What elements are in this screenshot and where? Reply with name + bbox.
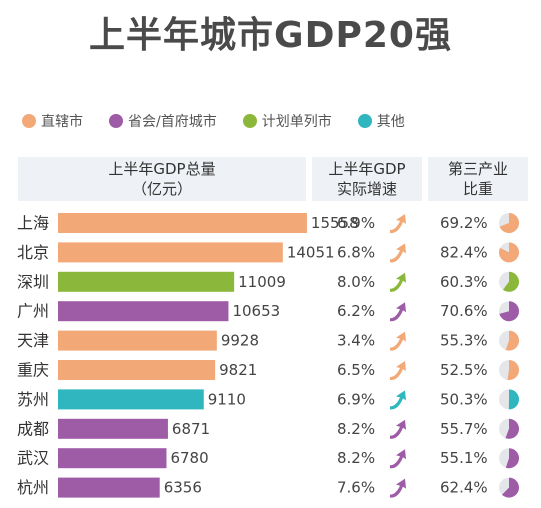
data-label: 10653 <box>232 302 280 320</box>
category-label: 杭州 <box>17 478 49 497</box>
growth-label: 6.9% <box>337 214 375 232</box>
tertiary-label: 55.7% <box>440 420 488 438</box>
growth-arrow-icon <box>390 214 406 234</box>
growth-label: 8.2% <box>337 449 375 467</box>
header-band-growth: 上半年GDP 实际增速 <box>312 157 422 201</box>
bar <box>58 389 204 410</box>
tertiary-label: 60.3% <box>440 273 488 291</box>
pie-slice <box>499 301 519 322</box>
tertiary-label: 62.4% <box>440 479 488 497</box>
tertiary-label: 69.2% <box>440 214 488 232</box>
legend-swatch <box>22 114 36 128</box>
pie-slice <box>505 448 520 469</box>
growth-arrow-icon <box>390 449 406 469</box>
growth-label: 6.2% <box>337 302 375 320</box>
category-label: 北京 <box>17 243 49 262</box>
tertiary-label: 50.3% <box>440 390 488 408</box>
tertiary-label: 52.5% <box>440 361 488 379</box>
growth-arrow-icon <box>390 390 406 410</box>
pie-slice <box>505 330 520 351</box>
legend-label: 计划单列市 <box>261 114 332 130</box>
legend-item-separately-planned: 计划单列市 <box>242 111 332 131</box>
category-label: 上海 <box>17 214 49 233</box>
category-label: 重庆 <box>17 361 49 380</box>
growth-label: 8.0% <box>337 273 375 291</box>
data-label: 6871 <box>172 420 210 438</box>
growth-arrow-icon <box>390 361 406 381</box>
pie-slice <box>499 242 519 263</box>
legend-swatch <box>109 114 123 128</box>
category-label: 深圳 <box>17 272 49 291</box>
bar <box>58 330 217 351</box>
growth-label: 8.2% <box>337 420 375 438</box>
growth-arrow-icon <box>390 302 406 322</box>
header-growth-line1: 上半年GDP <box>328 160 406 178</box>
category-label: 武汉 <box>17 449 49 468</box>
header-gdp-line2: （亿元） <box>131 180 192 198</box>
bar <box>58 360 216 380</box>
growth-arrow-icon <box>390 419 406 439</box>
legend-item-provincial-capital: 省会/首府城市 <box>109 111 217 131</box>
tertiary-label: 55.1% <box>440 449 488 467</box>
growth-arrow-icon <box>390 243 406 263</box>
legend-label: 直辖市 <box>41 114 83 130</box>
category-label: 天津 <box>17 331 49 350</box>
pie-slice <box>502 271 519 292</box>
bar <box>58 418 168 439</box>
growth-label: 7.6% <box>337 479 375 497</box>
data-label: 9821 <box>219 361 257 379</box>
data-label: 9110 <box>208 390 246 408</box>
pie-slice <box>507 360 519 380</box>
legend-label: 其他 <box>376 114 405 130</box>
legend-item-municipality: 直辖市 <box>22 111 83 131</box>
header-tertiary-line2: 比重 <box>462 180 493 198</box>
pie-slice <box>501 477 519 498</box>
growth-label: 3.4% <box>337 332 375 350</box>
growth-label: 6.5% <box>337 361 375 379</box>
header-band-tertiary: 第三产业 比重 <box>428 157 528 201</box>
tertiary-label: 55.3% <box>440 332 488 350</box>
bar <box>58 271 235 292</box>
header-gdp-line1: 上半年GDP总量 <box>108 160 216 178</box>
growth-arrow-icon <box>390 272 406 292</box>
data-label: 11009 <box>238 273 286 291</box>
data-label: 6356 <box>164 479 202 497</box>
category-label: 苏州 <box>17 390 49 409</box>
bar <box>58 213 307 233</box>
header-growth-line2: 实际增速 <box>336 180 397 198</box>
category-label: 广州 <box>17 302 49 321</box>
legend-swatch <box>242 114 257 128</box>
growth-label: 6.8% <box>337 243 375 261</box>
legend: 直辖市 省会/首府城市 计划单列市 其他 <box>22 108 532 134</box>
bar <box>58 477 160 498</box>
bar <box>58 242 283 263</box>
legend-label: 省会/首府城市 <box>128 114 217 130</box>
bar <box>58 301 229 322</box>
chart-title: 上半年城市GDP20强 <box>89 15 452 56</box>
data-label: 15558 <box>311 214 359 232</box>
tertiary-label: 82.4% <box>440 243 488 261</box>
legend-item-other: 其他 <box>357 111 405 131</box>
tertiary-label: 70.6% <box>440 302 488 320</box>
pie-slice <box>499 213 519 233</box>
header-tertiary-line1: 第三产业 <box>447 160 508 178</box>
growth-arrow-icon <box>390 331 406 351</box>
growth-arrow-icon <box>390 478 406 498</box>
bar <box>58 448 167 469</box>
header-band-gdp: 上半年GDP总量 （亿元） <box>18 157 306 201</box>
data-label: 9928 <box>221 332 259 350</box>
data-label: 6780 <box>170 449 208 467</box>
category-label: 成都 <box>17 419 49 438</box>
growth-label: 6.9% <box>337 390 375 408</box>
data-label: 14051 <box>287 243 335 261</box>
legend-swatch <box>357 114 372 128</box>
pie-slice <box>508 389 519 410</box>
pie-slice <box>505 418 519 439</box>
